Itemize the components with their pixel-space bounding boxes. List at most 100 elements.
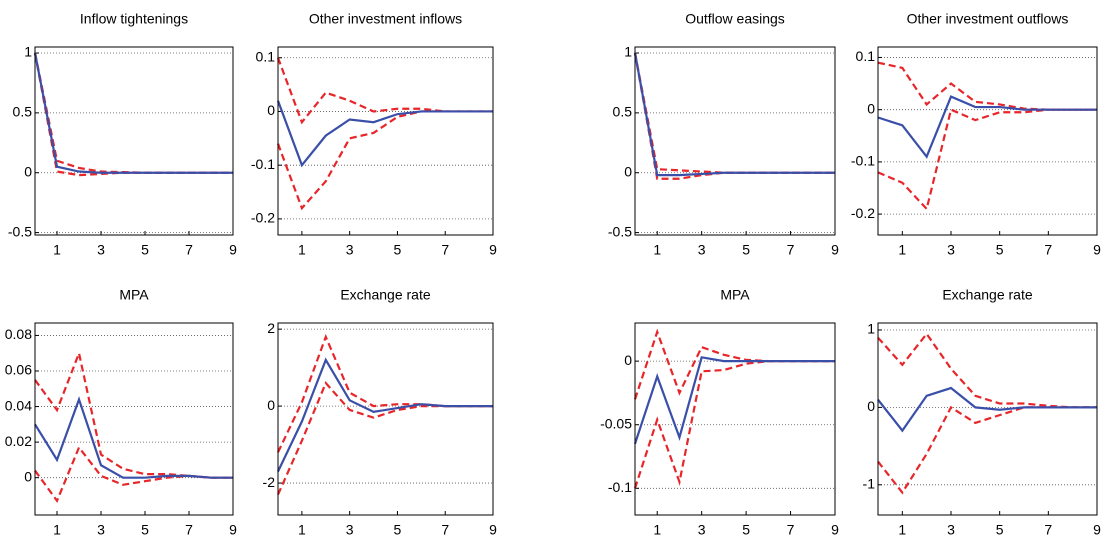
- y-tick-label: 0: [24, 163, 32, 179]
- x-tick-label: 5: [742, 522, 750, 536]
- x-tick-label: 7: [185, 522, 193, 536]
- x-tick-label: 3: [97, 522, 105, 536]
- y-tick-label: 0.1: [256, 48, 276, 64]
- x-tick-label: 9: [831, 522, 839, 536]
- y-tick-label: 0: [867, 100, 875, 116]
- plot-frame: [634, 46, 836, 236]
- x-tick-label: 9: [489, 522, 497, 536]
- x-tick-label: 7: [441, 242, 449, 258]
- x-tick-label: 1: [898, 522, 906, 536]
- y-tick-label: -2: [263, 474, 276, 490]
- series-line: [33, 52, 233, 174]
- y-tick-label: -1: [863, 476, 876, 492]
- plot-frame: [634, 322, 836, 516]
- y-tick-label: 0.1: [856, 48, 876, 64]
- x-tick-label: 5: [742, 242, 750, 258]
- y-tick-label: 0.5: [13, 104, 33, 120]
- y-tick-label: 1: [24, 44, 32, 60]
- x-tick-label: 1: [53, 242, 61, 258]
- y-tick-label: 0: [267, 397, 275, 413]
- plot-frame: [877, 322, 1098, 516]
- plot-area: [635, 47, 835, 235]
- plot-frame: [877, 46, 1098, 236]
- x-tick-label: 9: [831, 242, 839, 258]
- y-tick-label: 1: [867, 321, 875, 337]
- chart-title: Exchange rate: [340, 287, 430, 303]
- x-tick-label: 3: [346, 522, 354, 536]
- plot-frame: [34, 46, 234, 236]
- y-tick-label: 1: [624, 44, 632, 60]
- series-line: [877, 95, 1097, 159]
- x-tick-label: 5: [394, 242, 402, 258]
- x-tick-label: 3: [698, 522, 706, 536]
- series-line: [276, 100, 493, 168]
- x-tick-label: 7: [1044, 522, 1052, 536]
- plot-area: [35, 47, 233, 235]
- x-tick-label: 5: [394, 522, 402, 536]
- x-tick-label: 3: [698, 242, 706, 258]
- series-line: [633, 356, 835, 445]
- y-tick-label: -0.1: [608, 479, 632, 495]
- y-tick-label: 0: [624, 163, 632, 179]
- plot-area: [635, 323, 835, 515]
- x-tick-label: 7: [1044, 242, 1052, 258]
- plot-frame: [277, 322, 494, 516]
- x-tick-label: 1: [53, 522, 61, 536]
- x-tick-label: 3: [346, 242, 354, 258]
- plot-area: [278, 47, 493, 235]
- series-line: [633, 52, 835, 177]
- x-tick-label: 5: [996, 242, 1004, 258]
- y-tick-label: 0: [867, 398, 875, 414]
- x-tick-label: 3: [947, 242, 955, 258]
- y-tick-label: 0.5: [613, 104, 633, 120]
- chart-title: Outflow easings: [685, 11, 785, 27]
- chart-title: Other investment outflows: [907, 11, 1069, 27]
- x-tick-label: 5: [141, 522, 149, 536]
- y-tick-label: -0.1: [851, 153, 875, 169]
- series-line: [877, 331, 1097, 409]
- y-tick-label: 0.08: [5, 326, 32, 342]
- x-tick-label: 7: [787, 242, 795, 258]
- chart-title: MPA: [119, 287, 149, 303]
- series-line: [877, 61, 1097, 111]
- x-tick-label: 1: [898, 242, 906, 258]
- x-tick-label: 1: [653, 522, 661, 536]
- chart-title: Exchange rate: [942, 287, 1032, 303]
- y-tick-label: -0.05: [600, 415, 632, 431]
- x-tick-label: 5: [141, 242, 149, 258]
- chart-title: Inflow tightenings: [80, 11, 188, 27]
- x-tick-label: 7: [185, 242, 193, 258]
- y-tick-label: 0.04: [5, 397, 32, 413]
- x-tick-label: 7: [441, 522, 449, 536]
- y-tick-label: 0.06: [5, 362, 32, 378]
- plot-frame: [277, 46, 494, 236]
- y-tick-label: -0.2: [251, 210, 275, 226]
- x-tick-label: 9: [1093, 242, 1101, 258]
- y-tick-label: 0: [267, 102, 275, 118]
- x-tick-label: 9: [1093, 522, 1101, 536]
- plot-frame: [34, 322, 234, 516]
- x-tick-label: 1: [653, 242, 661, 258]
- x-tick-label: 1: [298, 522, 306, 536]
- x-tick-label: 3: [97, 242, 105, 258]
- y-tick-label: -0.2: [851, 205, 875, 221]
- x-tick-label: 9: [229, 522, 237, 536]
- y-tick-label: 0.02: [5, 433, 32, 449]
- series-line: [277, 333, 493, 453]
- plot-area: [35, 323, 233, 515]
- plot-area: [878, 47, 1097, 235]
- y-tick-label: -0.1: [251, 156, 275, 172]
- y-tick-label: -0.5: [608, 223, 632, 239]
- chart-title: MPA: [720, 287, 750, 303]
- series-line: [277, 357, 493, 472]
- y-tick-label: -0.5: [8, 223, 32, 239]
- x-tick-label: 3: [947, 522, 955, 536]
- series-line: [633, 52, 835, 180]
- x-tick-label: 1: [298, 242, 306, 258]
- y-tick-label: 0: [24, 468, 32, 484]
- series-line: [877, 386, 1097, 433]
- series-line: [34, 349, 233, 479]
- x-tick-label: 9: [229, 242, 237, 258]
